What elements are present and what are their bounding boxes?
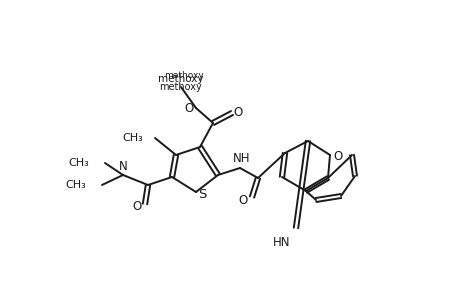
Text: O: O xyxy=(184,101,193,115)
Text: N: N xyxy=(118,160,127,172)
Text: methoxy: methoxy xyxy=(164,71,203,80)
Text: CH₃: CH₃ xyxy=(65,180,86,190)
Text: CH₃: CH₃ xyxy=(68,158,89,168)
Text: O: O xyxy=(333,151,342,164)
Text: O: O xyxy=(233,106,242,119)
Text: S: S xyxy=(197,188,206,200)
Text: O: O xyxy=(132,200,141,212)
Text: HN: HN xyxy=(273,236,290,249)
Text: methoxy: methoxy xyxy=(159,82,202,92)
Text: CH₃: CH₃ xyxy=(122,133,143,143)
Text: methoxy: methoxy xyxy=(158,74,203,84)
Text: NH: NH xyxy=(233,152,250,166)
Text: O: O xyxy=(238,194,247,206)
